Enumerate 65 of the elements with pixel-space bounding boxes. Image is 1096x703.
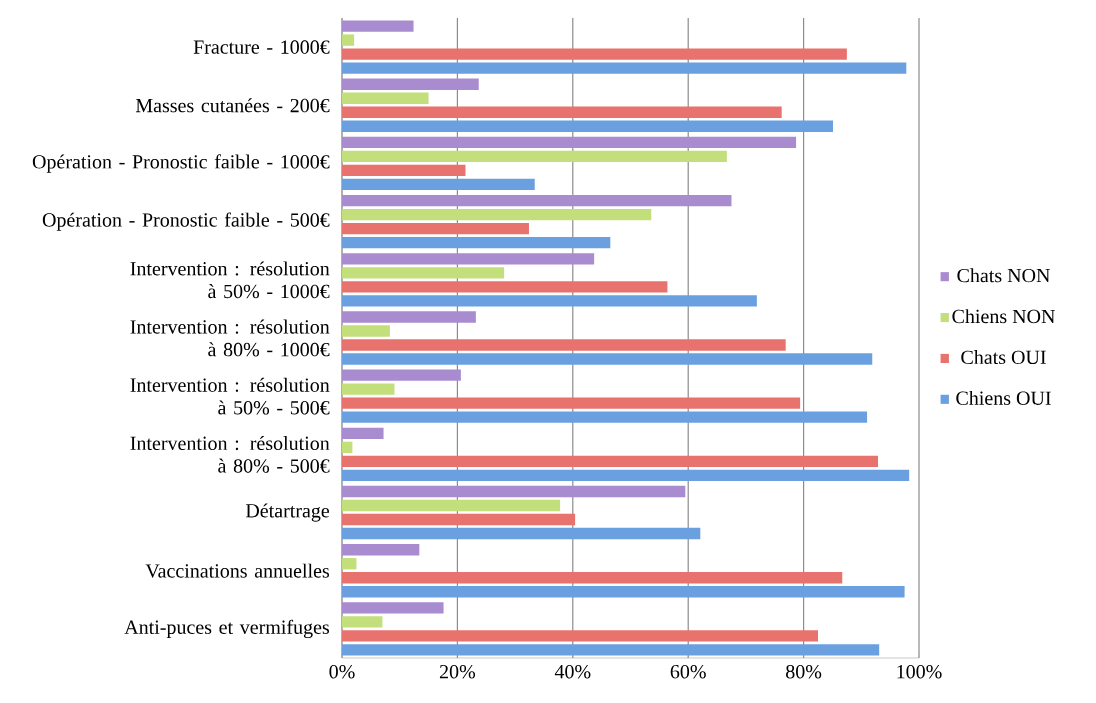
bar bbox=[342, 630, 819, 642]
legend-label: Chats OUI bbox=[961, 350, 1046, 365]
bar bbox=[342, 164, 466, 177]
bar bbox=[342, 499, 561, 512]
legend-label: Chiens NON bbox=[952, 309, 1055, 324]
y-tick-label: Intervention : résolution à 50% - 1000€ bbox=[130, 261, 330, 299]
y-tick-label: Détartrage bbox=[245, 503, 330, 522]
legend-label: Chats NON bbox=[957, 268, 1050, 283]
x-tick-label: 100% bbox=[897, 664, 942, 679]
bar bbox=[342, 513, 576, 526]
bar bbox=[342, 411, 868, 423]
bar bbox=[342, 92, 429, 104]
x-tick-label: 60% bbox=[670, 664, 706, 679]
bar bbox=[342, 150, 727, 163]
y-tick-label: Opération - Pronostic faible - 500€ bbox=[42, 212, 330, 231]
bar bbox=[342, 281, 668, 293]
bar bbox=[342, 34, 355, 46]
y-tick-label: Vaccinations annuelles bbox=[145, 563, 330, 578]
bar bbox=[342, 295, 757, 307]
x-tick-label: 0% bbox=[329, 664, 355, 679]
bar bbox=[342, 586, 905, 598]
y-tick-label: Masses cutanées - 200€ bbox=[135, 98, 330, 113]
bar bbox=[342, 427, 384, 440]
bar bbox=[342, 120, 834, 132]
bar bbox=[342, 253, 595, 265]
bar bbox=[342, 644, 880, 656]
bar bbox=[342, 602, 444, 614]
y-tick-label: Intervention : résolution à 50% - 500€ bbox=[130, 377, 330, 415]
bar bbox=[342, 455, 879, 468]
bar bbox=[342, 62, 907, 74]
bar bbox=[342, 339, 786, 351]
bar bbox=[342, 397, 801, 409]
bar bbox=[342, 325, 390, 337]
bar bbox=[342, 194, 732, 207]
bar bbox=[342, 572, 843, 584]
bar bbox=[342, 20, 414, 32]
x-tick-label: 40% bbox=[554, 664, 591, 679]
bar bbox=[342, 383, 395, 395]
bar bbox=[342, 544, 420, 556]
bar bbox=[342, 485, 686, 498]
bar bbox=[342, 616, 383, 628]
bar bbox=[342, 236, 611, 249]
bar bbox=[342, 311, 476, 323]
bar bbox=[342, 353, 873, 365]
bar bbox=[342, 222, 529, 235]
bar bbox=[342, 469, 910, 482]
bar bbox=[342, 178, 535, 191]
x-tick-label: 80% bbox=[786, 664, 822, 679]
bar bbox=[342, 136, 797, 149]
y-tick-label: Anti-puces et vermifuges bbox=[124, 619, 330, 639]
bar bbox=[342, 527, 701, 540]
y-tick-label: Opération - Pronostic faible - 1000€ bbox=[32, 154, 330, 173]
bar bbox=[342, 78, 479, 90]
legend-label: Chiens OUI bbox=[956, 390, 1051, 405]
bar bbox=[342, 48, 847, 60]
bar bbox=[342, 208, 652, 221]
bar bbox=[342, 106, 782, 118]
x-tick-label: 20% bbox=[439, 664, 476, 679]
bar bbox=[342, 267, 505, 279]
bar bbox=[342, 369, 461, 381]
y-tick-label: Intervention : résolution à 80% - 500€ bbox=[130, 435, 330, 473]
bar bbox=[342, 441, 353, 454]
bar bbox=[342, 558, 357, 570]
y-tick-label: Fracture - 1000€ bbox=[193, 40, 330, 54]
y-tick-label: Intervention : résolution à 80% - 1000€ bbox=[130, 319, 330, 357]
